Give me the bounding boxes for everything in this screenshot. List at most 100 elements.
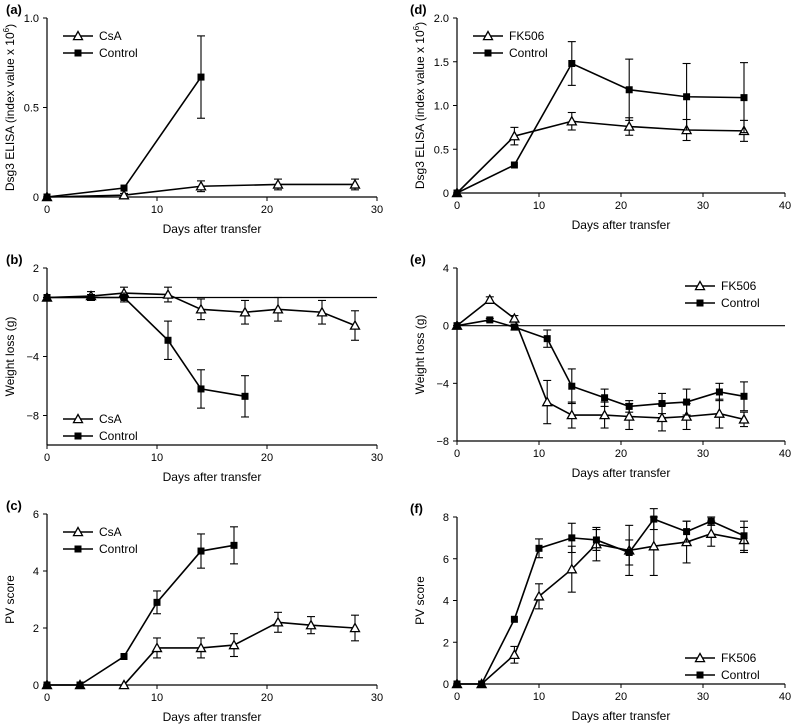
y-tick-label: 1.5 [434, 57, 449, 69]
y-axis-label-superscript: 6 [412, 25, 421, 30]
data-point [738, 413, 750, 424]
y-tick-label: −4 [436, 378, 449, 390]
panel-label: (d) [410, 2, 427, 17]
legend-marker [484, 49, 492, 57]
x-tick-label: 0 [454, 200, 460, 212]
legend-marker [694, 280, 706, 291]
x-tick-label: 0 [44, 204, 50, 216]
x-tick-label: 10 [533, 691, 545, 703]
data-point [272, 303, 284, 314]
data-point [740, 532, 748, 540]
legend-marker [72, 526, 84, 537]
x-tick-label: 20 [261, 692, 273, 704]
data-point [484, 293, 496, 304]
y-tick-label: 4 [33, 566, 39, 578]
legend-marker [74, 545, 82, 553]
y-axis-label: Weight loss (g) [413, 315, 427, 395]
legend-marker [74, 49, 82, 57]
legend-marker [696, 671, 704, 679]
x-axis-label: Days after transfer [572, 709, 671, 723]
data-point [195, 180, 207, 191]
x-tick-label: 10 [533, 200, 545, 212]
y-tick-label: 1.0 [434, 101, 449, 113]
x-tick-label: 10 [151, 204, 163, 216]
x-tick-label: 20 [615, 448, 627, 460]
x-tick-label: 40 [779, 691, 791, 703]
legend: CsA Control [63, 525, 138, 556]
data-point [568, 534, 576, 542]
data-point [453, 680, 461, 688]
data-point [272, 616, 284, 627]
data-point [118, 679, 130, 690]
x-tick-label: 40 [779, 448, 791, 460]
series-line [47, 544, 235, 686]
series-control [43, 292, 249, 418]
series-csa [41, 286, 361, 341]
data-point [650, 515, 658, 523]
legend-label: FK506 [721, 279, 757, 293]
data-point [76, 681, 84, 689]
panel-label: (a) [6, 2, 22, 17]
y-tick-label: 1.0 [24, 13, 39, 25]
x-tick-label: 20 [261, 204, 273, 216]
data-point [740, 94, 748, 102]
legend: CsA Control [63, 412, 138, 443]
data-point [680, 410, 693, 421]
data-point [625, 548, 633, 556]
panel-f: 0 10 20 30 40 0 2 4 6 8 Days after transfer PV scor… [410, 501, 791, 723]
series-line [47, 296, 246, 398]
data-point [230, 541, 238, 549]
data-point [195, 303, 207, 314]
data-point [508, 648, 521, 660]
data-point [510, 615, 518, 623]
panel-label: (c) [6, 498, 22, 513]
x-tick-label: 0 [454, 691, 460, 703]
x-axis-label: Days after transfer [163, 470, 262, 484]
data-point [162, 288, 174, 299]
y-tick-label: −8 [26, 411, 39, 423]
data-point [508, 130, 521, 141]
data-point [120, 294, 128, 301]
x-axis-label: Days after transfer [163, 710, 262, 724]
data-point [740, 392, 748, 400]
data-point [118, 189, 130, 200]
data-point [592, 536, 600, 544]
data-point [151, 642, 163, 653]
y-tick-label: 0.5 [434, 144, 449, 156]
data-point [453, 189, 461, 197]
data-point [683, 528, 691, 536]
x-tick-label: 30 [371, 204, 383, 216]
data-point [349, 622, 361, 633]
x-tick-label: 10 [151, 692, 163, 704]
series-fk506 [451, 111, 750, 198]
x-tick-label: 30 [697, 200, 709, 212]
data-point [120, 184, 128, 192]
y-tick-label: 2 [33, 263, 39, 275]
y-tick-label: 0 [443, 679, 449, 691]
data-point [535, 544, 543, 552]
y-axis-label: Weight loss (g) [3, 317, 17, 397]
series-control [43, 35, 205, 201]
data-point [305, 619, 317, 630]
series-line [46, 76, 202, 198]
x-tick-label: 0 [454, 448, 460, 460]
y-axis-label-main: Dsg3 ELISA (index value x 10 [413, 30, 427, 189]
series-control [43, 526, 238, 689]
data-point [705, 527, 717, 538]
x-axis-label: Days after transfer [572, 466, 671, 480]
legend-label: CsA [99, 29, 122, 43]
data-point [568, 60, 576, 67]
data-point [43, 681, 51, 689]
data-point [566, 409, 578, 420]
data-point [197, 547, 205, 555]
y-tick-label: 0.5 [24, 103, 39, 115]
x-tick-label: 30 [371, 452, 383, 464]
data-point [510, 161, 518, 169]
series-line [456, 62, 745, 194]
panel-label: (b) [6, 252, 23, 267]
data-point [715, 388, 723, 396]
data-point [623, 120, 635, 131]
series-fk506 [451, 293, 750, 432]
data-point [195, 642, 207, 653]
data-point [316, 306, 328, 317]
